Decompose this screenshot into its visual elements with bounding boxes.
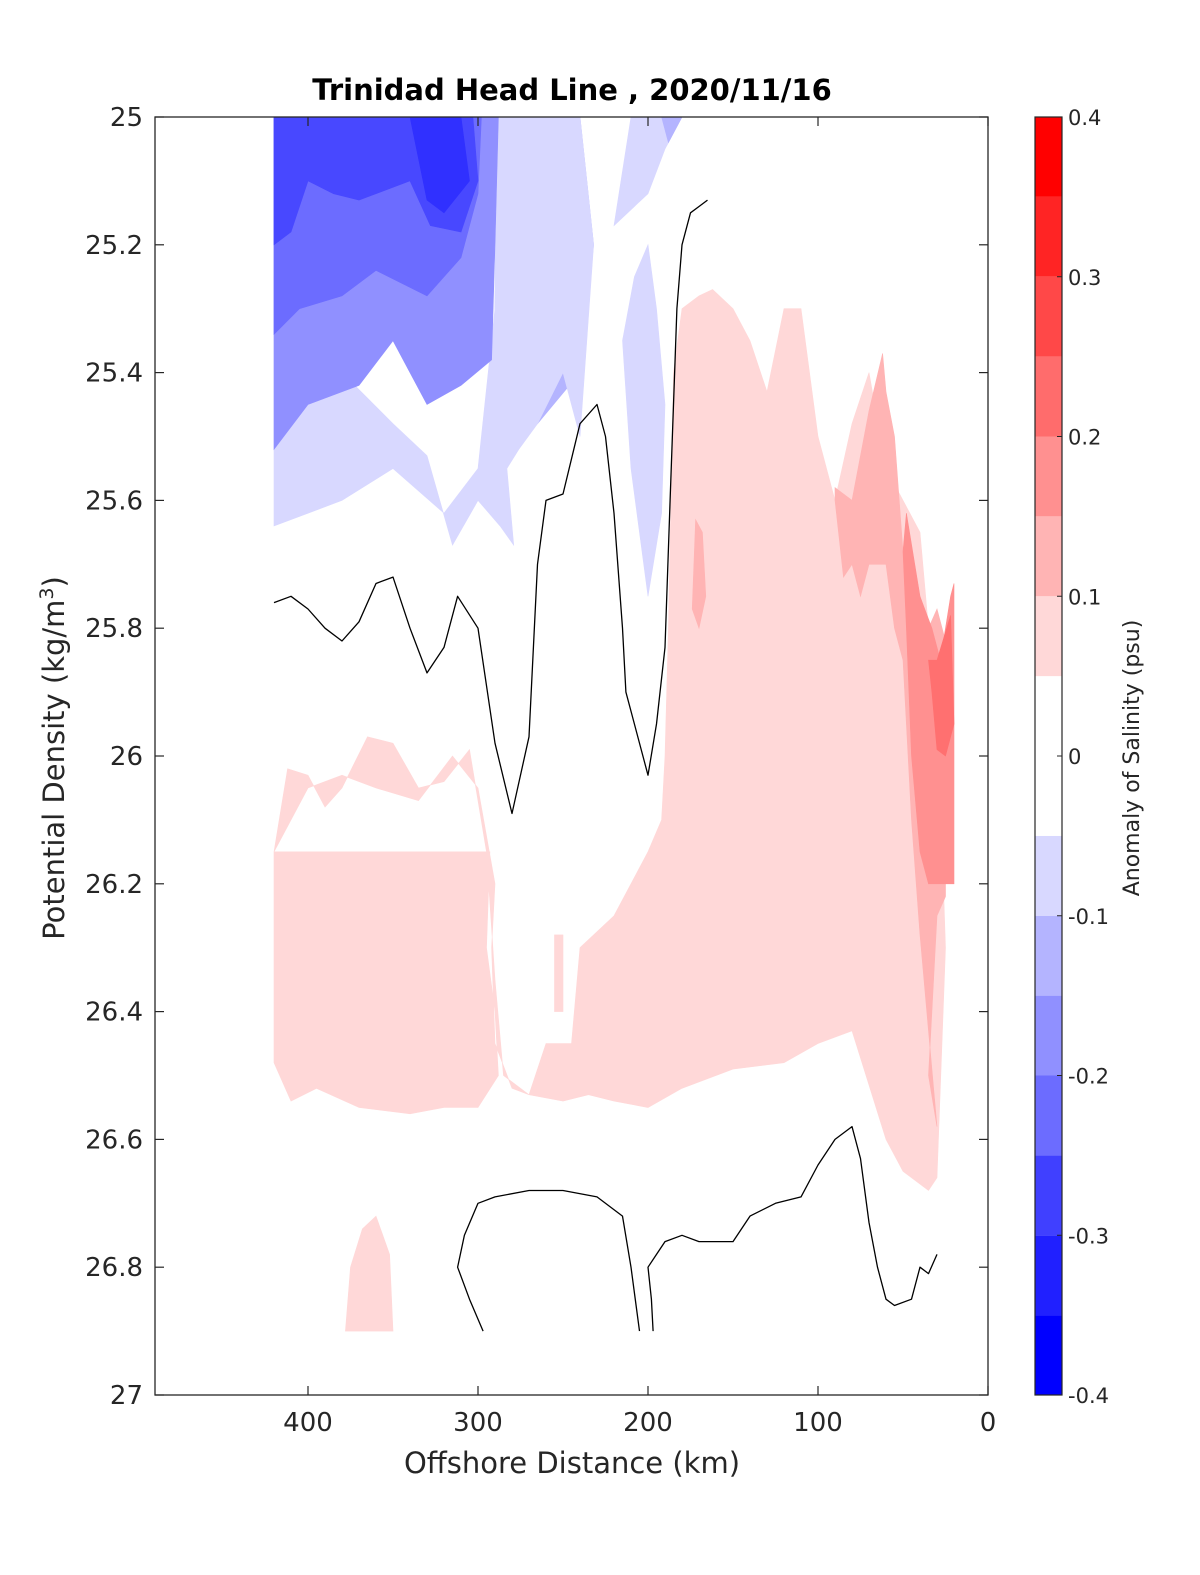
y-axis-label-close: ) [37,576,71,587]
x-tick-label: 0 [980,1408,997,1438]
y-tick-label: 26.4 [85,998,143,1028]
colorbar-swatch [1035,1315,1062,1395]
region-positive-anomaly-350km-deep-patch [345,1215,394,1332]
y-axis-label: Potential Density (kg/m3) [36,576,71,940]
y-tick-label: 25 [110,103,143,133]
y-tick-label: 25.2 [85,231,143,261]
region-positive-anomaly-ge-0.15 [902,513,955,885]
colorbar-swatch [1035,196,1062,277]
contour-lower-zero-contour-left [456,1189,641,1332]
y-tick-label: 26.2 [85,870,143,900]
colorbar-swatch [1035,276,1062,357]
colorbar-swatch [1035,1235,1062,1316]
region-positive-anomaly-ge-0.2 [928,615,955,757]
region-positive-anomaly-offshore-body [273,289,946,1191]
y-tick-label: 25.6 [85,486,143,516]
colorbar-tick-label: 0.1 [1068,585,1101,609]
y-tick-label: 26.6 [85,1125,143,1155]
colorbar-tick-label: 0.3 [1068,266,1101,290]
colorbar-tick-label: -0.2 [1068,1065,1109,1089]
x-tick-label: 200 [623,1408,673,1438]
region-negative-anomaly-200km-column [622,243,666,597]
y-tick-label: 26 [110,742,143,772]
colorbar-swatch [1035,1155,1062,1236]
colorbar-swatch [1035,915,1062,996]
axis-ticks: 400 300 200 100 0 25 25.2 25.4 25.6 25.8 26 26.2 26.… [85,103,996,1438]
plot-area: 400 300 200 100 0 25 25.2 25.4 25.6 25.8 26 26.2 26.… [85,103,996,1438]
x-tick-label: 400 [283,1408,333,1438]
colorbar-tick-label: 0.2 [1068,426,1101,450]
y-axis-label-main: Potential Density (kg/m [37,600,71,940]
colorbar-swatch [1035,835,1062,916]
colorbar-ticks: -0.4 -0.3 -0.2 -0.1 0 0.1 0.2 0.3 0.4 [1057,106,1109,1408]
region-negative-anomaly-le-minus-0.05-wedge [273,117,594,547]
colorbar-swatch [1035,356,1062,437]
colorbar-tick-label: -0.4 [1068,1384,1109,1408]
contour-lower-zero-contour-right [647,1125,938,1332]
x-tick-label: 300 [453,1408,503,1438]
colorbar-swatch [1035,596,1062,677]
x-axis-label: Offshore Distance (km) [404,1446,740,1480]
y-tick-label: 26.8 [85,1253,143,1283]
colorbar-tick-label: 0.4 [1068,106,1101,130]
y-tick-label: 27 [110,1381,143,1411]
y-tick-label: 25.4 [85,359,143,389]
y-tick-label: 25.8 [85,614,143,644]
colorbar-swatch [1035,516,1062,597]
zero-contours [273,199,938,1332]
colorbar-swatch [1035,995,1062,1076]
region-positive-anomaly-ge-0.1-nearshore [834,353,946,1127]
y-axis-label-superscript: 3 [36,587,58,599]
chart-title: Trinidad Head Line , 2020/11/16 [312,73,832,107]
colorbar-label: Anomaly of Salinity (psu) [1120,620,1145,897]
x-tick-label: 100 [793,1408,843,1438]
colorbar-swatch [1035,1075,1062,1156]
colorbar-swatch [1035,117,1062,197]
colorbar-tick-label: 0 [1068,745,1081,769]
contour-upper-zero-contour [273,199,708,815]
colorbar: -0.4 -0.3 -0.2 -0.1 0 0.1 0.2 0.3 0.4 Anomaly of… [1034,106,1145,1408]
colorbar-swatch [1035,436,1062,517]
region-positive-anomaly-central-mid-island [554,934,564,1012]
region-positive-anomaly-ge-0.1-strip [691,518,707,630]
anomaly-regions [273,117,955,1332]
colorbar-tick-label: -0.3 [1068,1224,1109,1248]
colorbar-tick-label: -0.1 [1068,905,1109,929]
colorbar-swatches [1035,117,1062,1395]
region-negative-anomaly-190km-top [661,117,683,144]
region-negative-anomaly-le-minus-0.3 [409,117,470,214]
